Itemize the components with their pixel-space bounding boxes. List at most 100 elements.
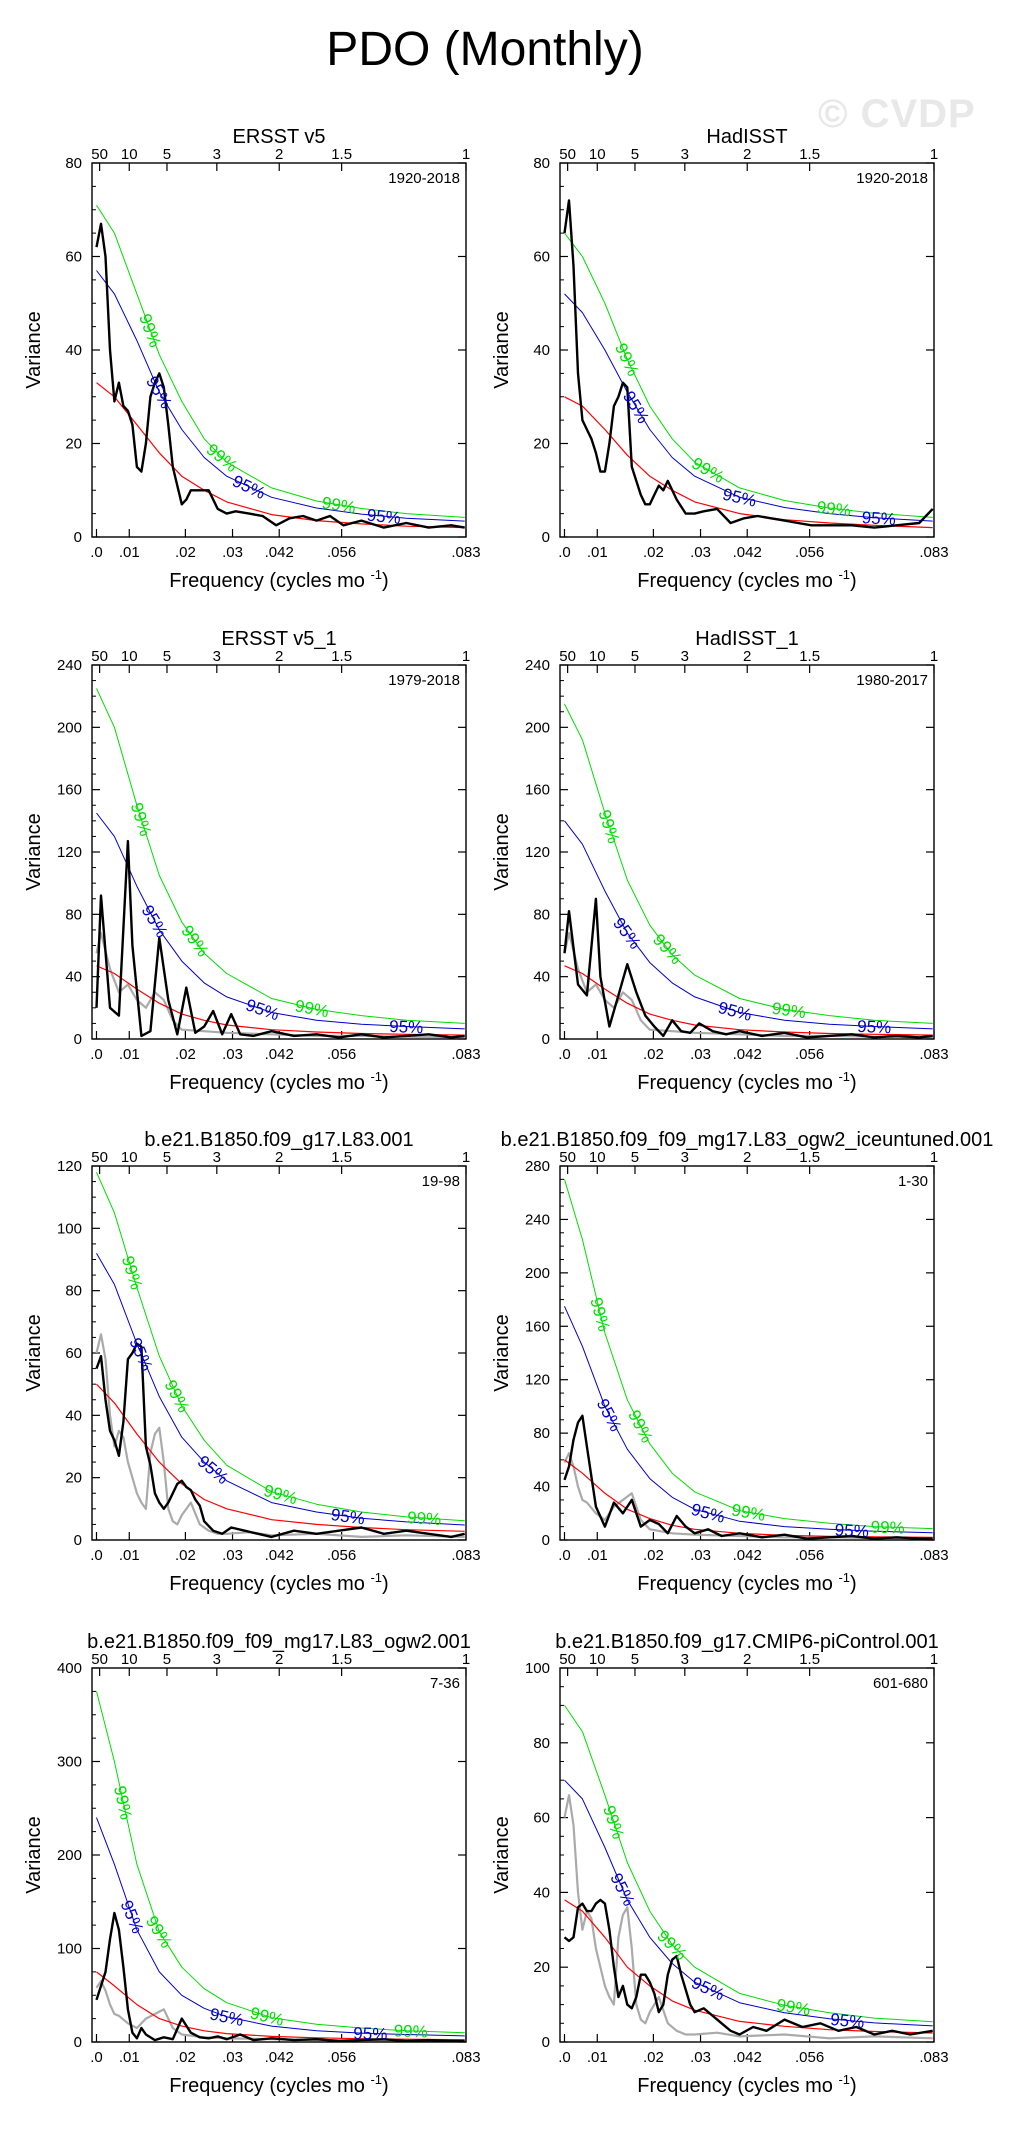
y-axis-label: Variance: [23, 1816, 45, 1893]
ci-99-line: [564, 1705, 933, 2023]
x-tick-label: .042: [733, 1046, 762, 1063]
ci-99-label: 99%: [160, 1377, 193, 1416]
ci-95-label: 95%: [117, 1898, 148, 1937]
y-tick-label: 60: [533, 249, 550, 266]
x-tick-label: .042: [265, 2049, 294, 2066]
y-tick-label: 0: [74, 1532, 82, 1549]
ci-95-label: 95%: [861, 508, 896, 529]
ci-99-label: 99%: [262, 1481, 300, 1508]
red-noise-fit-line: [564, 396, 933, 529]
period-tick-label: 1.5: [331, 146, 352, 163]
y-tick-label: 300: [57, 1754, 82, 1771]
y-tick-label: 0: [542, 1532, 550, 1549]
period-tick-label: 3: [213, 1149, 221, 1166]
ci-99-label: 99%: [816, 498, 852, 521]
x-tick-label: .056: [795, 2049, 824, 2066]
x-tick-label: .056: [795, 1046, 824, 1063]
period-tick-label: 5: [163, 1149, 171, 1166]
x-tick-label: .0: [90, 1547, 103, 1564]
x-tick-label: .03: [222, 544, 243, 561]
ci-95-label: 95%: [366, 506, 402, 528]
period-tick-label: 10: [121, 146, 138, 163]
x-tick-label: .02: [175, 1547, 196, 1564]
plot-frame: [559, 1667, 935, 2043]
y-tick-label: 100: [57, 1941, 82, 1958]
y-tick-label: 200: [57, 719, 82, 736]
y-tick-label: 40: [65, 342, 82, 359]
period-tick-label: 1.5: [799, 1149, 820, 1166]
y-tick-label: 20: [65, 436, 82, 453]
period-tick-label: 1: [462, 1651, 470, 1668]
y-tick-label: 100: [525, 1660, 550, 1677]
plot-frame: [91, 1165, 467, 1541]
x-axis-label: Frequency (cycles mo -1): [637, 2072, 856, 2097]
period-tick-label: 1.5: [331, 648, 352, 665]
x-tick-label: .042: [265, 1547, 294, 1564]
period-tick-label: 2: [743, 648, 751, 665]
period-tick-label: 50: [559, 146, 576, 163]
y-tick-label: 200: [525, 1265, 550, 1282]
x-tick-label: .02: [175, 544, 196, 561]
period-tick-label: 3: [681, 1149, 689, 1166]
period-tick-label: 1.5: [799, 648, 820, 665]
x-tick-label: .0: [558, 1547, 571, 1564]
period-tick-label: 2: [275, 146, 283, 163]
x-tick-label: .02: [175, 2049, 196, 2066]
ci-95-label: 95%: [716, 998, 754, 1025]
ci-95-label: 95%: [330, 1505, 366, 1528]
y-tick-label: 160: [525, 1318, 550, 1335]
ci-99-line: [564, 703, 933, 1024]
observed-spectrum-line: [563, 897, 933, 1039]
ci-99-line: [564, 232, 933, 518]
y-tick-label: 400: [57, 1660, 82, 1677]
plot-frame: [559, 1165, 935, 1541]
chart-series: 99%99%99%95%95%95%: [563, 1705, 933, 2040]
period-tick-label: 10: [121, 1149, 138, 1166]
y-tick-label: 200: [57, 1847, 82, 1864]
ci-95-line: [564, 1779, 933, 2027]
ci-99-label: 99%: [771, 999, 807, 1022]
period-tick-label: 3: [681, 1651, 689, 1668]
ci-95-line: [96, 270, 465, 522]
ci-95-label: 95%: [138, 902, 172, 941]
x-tick-label: .01: [119, 2049, 140, 2066]
chart-panel-6: b.e21.B1850.f09_f09_mg17.L83_ogw2_iceunt…: [491, 1129, 993, 1595]
reference-spectrum-line: [563, 931, 933, 1039]
y-tick-label: 0: [74, 2034, 82, 2051]
x-tick-label: .042: [265, 1046, 294, 1063]
y-tick-label: 40: [65, 969, 82, 986]
period-tick-label: 1: [930, 1651, 938, 1668]
x-tick-label: .01: [587, 2049, 608, 2066]
ci-99-label: 99%: [127, 800, 155, 838]
x-tick-label: .083: [919, 1046, 948, 1063]
ci-95-line: [564, 820, 933, 1030]
chart-series: 99%99%99%95%95%95%: [563, 199, 934, 529]
observed-spectrum-line: [95, 222, 465, 529]
chart-title: ERSST v5_1: [221, 628, 336, 650]
y-tick-label: 0: [542, 1031, 550, 1048]
period-label: 601-680: [873, 1675, 928, 1692]
y-tick-label: 0: [542, 2034, 550, 2051]
x-axis-label: Frequency (cycles mo -1): [169, 2072, 388, 2097]
period-tick-label: 5: [163, 146, 171, 163]
y-tick-label: 120: [57, 1158, 82, 1175]
x-tick-label: .03: [690, 544, 711, 561]
period-tick-label: 3: [213, 1651, 221, 1668]
observed-spectrum-line: [95, 1342, 465, 1539]
y-tick-label: 160: [57, 782, 82, 799]
x-tick-label: .042: [733, 544, 762, 561]
ci-99-label: 99%: [586, 1295, 613, 1333]
x-tick-label: .083: [451, 1046, 480, 1063]
y-tick-label: 120: [525, 844, 550, 861]
y-tick-label: 240: [525, 657, 550, 674]
ci-99-label: 99%: [110, 1784, 136, 1821]
chart-title: b.e21.B1850.f09_g17.CMIP6-piControl.001: [555, 1631, 939, 1653]
period-tick-label: 1: [930, 1149, 938, 1166]
y-tick-label: 20: [533, 1959, 550, 1976]
y-tick-label: 60: [533, 1810, 550, 1827]
x-axis-label: Frequency (cycles mo -1): [637, 1570, 856, 1595]
period-tick-label: 50: [559, 648, 576, 665]
x-tick-label: .03: [690, 1547, 711, 1564]
y-tick-label: 20: [533, 436, 550, 453]
chart-title: b.e21.B1850.f09_g17.L83.001: [144, 1129, 413, 1151]
